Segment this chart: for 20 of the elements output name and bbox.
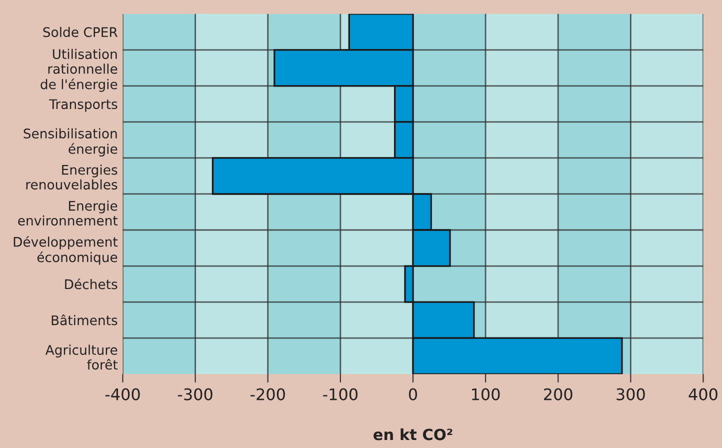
y-tick-label: Transports <box>49 99 118 112</box>
x-tick-label: 400 <box>688 388 718 400</box>
y-tick-label: Agriculture forêt <box>45 344 118 370</box>
x-tick-label: -400 <box>105 388 140 400</box>
x-tick-label: 100 <box>472 388 500 400</box>
y-tick-label: Bâtiments <box>52 314 118 326</box>
y-tick-label: Sensibilisation énergie <box>24 128 118 156</box>
x-axis-title: en kt CO² <box>374 428 452 440</box>
x-tick-label: -200 <box>250 388 285 400</box>
y-tick-label: Déchets <box>65 278 118 290</box>
x-tick-label: -300 <box>178 388 212 400</box>
x-tick-label: 300 <box>616 388 645 400</box>
y-tick-label: Energies renouvelables <box>26 164 118 190</box>
x-tick-label: -100 <box>323 388 358 400</box>
y-tick-label: Solde CPER <box>43 26 118 38</box>
y-tick-label: Développement économique <box>14 236 118 265</box>
x-tick-label: 200 <box>544 388 572 400</box>
x-tick-label: 0 <box>408 388 418 400</box>
y-tick-label: Energie environnement <box>18 200 118 226</box>
y-tick-label: Utilisation rationnelle de l'énergie <box>40 48 118 92</box>
